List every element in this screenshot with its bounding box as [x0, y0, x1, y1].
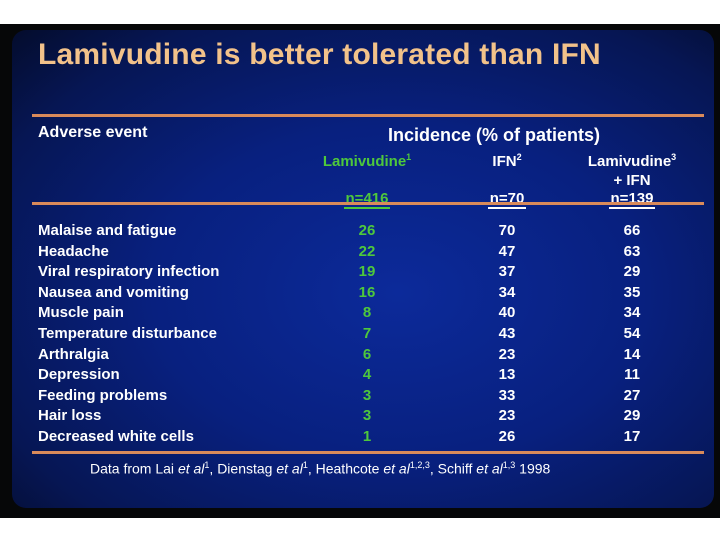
- column-ifn: IFN2: [492, 152, 522, 170]
- divider-top: [32, 114, 704, 117]
- incidence-value: 43: [498, 325, 516, 342]
- adverse-event-label: Nausea and vomiting: [38, 283, 189, 301]
- incidence-value: 34: [498, 283, 516, 301]
- incidence-value: 6: [362, 345, 372, 363]
- adverse-event-label: Malaise and fatigue: [38, 222, 177, 239]
- incidence-value: 4: [362, 366, 372, 384]
- incidence-value: 3: [362, 407, 372, 425]
- divider-header: [32, 202, 704, 205]
- incidence-value: 1: [362, 428, 372, 445]
- incidence-value: 22: [358, 242, 376, 260]
- incidence-value: 34: [623, 304, 641, 322]
- incidence-value: 66: [623, 222, 641, 239]
- incidence-value: 70: [498, 222, 516, 239]
- incidence-value: 23: [498, 407, 516, 425]
- adverse-event-label: Depression: [38, 366, 120, 384]
- incidence-value: 27: [623, 386, 641, 404]
- divider-bottom: [32, 451, 704, 454]
- table-row: Hair loss 3 23 29: [12, 407, 714, 428]
- incidence-value: 23: [498, 345, 516, 363]
- adverse-event-label: Hair loss: [38, 407, 102, 425]
- header-adverse-event: Adverse event: [38, 124, 148, 141]
- adverse-event-label: Headache: [38, 242, 109, 260]
- incidence-value: 14: [623, 345, 641, 363]
- incidence-value: 19: [358, 263, 376, 281]
- table-row: Malaise and fatigue 26 70 66: [12, 222, 714, 243]
- incidence-value: 35: [623, 283, 641, 301]
- table-row: Decreased white cells 1 26 17: [12, 428, 714, 449]
- slide-title: Lamivudine is better tolerated than IFN: [38, 38, 601, 71]
- incidence-value: 29: [623, 407, 641, 425]
- incidence-value: 63: [623, 242, 641, 260]
- adverse-event-label: Temperature disturbance: [38, 325, 217, 342]
- incidence-value: 54: [623, 325, 641, 342]
- incidence-value: 29: [623, 263, 641, 281]
- adverse-event-label: Arthralgia: [38, 345, 109, 363]
- incidence-value: 3: [362, 386, 372, 404]
- incidence-value: 33: [498, 386, 516, 404]
- incidence-value: 47: [498, 242, 516, 260]
- incidence-value: 8: [362, 304, 372, 322]
- column-lamivudine-ifn: Lamivudine3 + IFN: [587, 152, 677, 189]
- screen-frame: Lamivudine is better tolerated than IFN …: [0, 24, 720, 518]
- incidence-value: 26: [358, 222, 376, 239]
- incidence-value: 16: [358, 283, 376, 301]
- table-row: Nausea and vomiting 16 34 35: [12, 284, 714, 305]
- table-row: Muscle pain 8 40 34: [12, 304, 714, 325]
- adverse-event-label: Viral respiratory infection: [38, 263, 220, 281]
- incidence-value: 13: [498, 366, 516, 384]
- incidence-value: 37: [498, 263, 516, 281]
- incidence-value: 7: [362, 325, 372, 342]
- table-row: Headache 22 47 63: [12, 243, 714, 264]
- adverse-event-label: Muscle pain: [38, 304, 124, 322]
- table-row: Viral respiratory infection 19 37 29: [12, 263, 714, 284]
- incidence-value: 40: [498, 304, 516, 322]
- column-lamivudine: Lamivudine1: [322, 152, 412, 170]
- table-row: Arthralgia 6 23 14: [12, 346, 714, 367]
- adverse-event-label: Feeding problems: [38, 386, 168, 404]
- table-row: Temperature disturbance 7 43 54: [12, 325, 714, 346]
- slide: Lamivudine is better tolerated than IFN …: [12, 30, 714, 508]
- incidence-value: 11: [624, 366, 640, 384]
- table-row: Depression 4 13 11: [12, 366, 714, 387]
- header-incidence: Incidence (% of patients): [388, 125, 601, 145]
- table-row: Feeding problems 3 33 27: [12, 387, 714, 408]
- source-footnote: Data from Lai et al1, Dienstag et al1, H…: [90, 460, 551, 477]
- adverse-event-label: Decreased white cells: [38, 428, 194, 445]
- incidence-value: 17: [623, 428, 641, 445]
- incidence-value: 26: [498, 428, 516, 445]
